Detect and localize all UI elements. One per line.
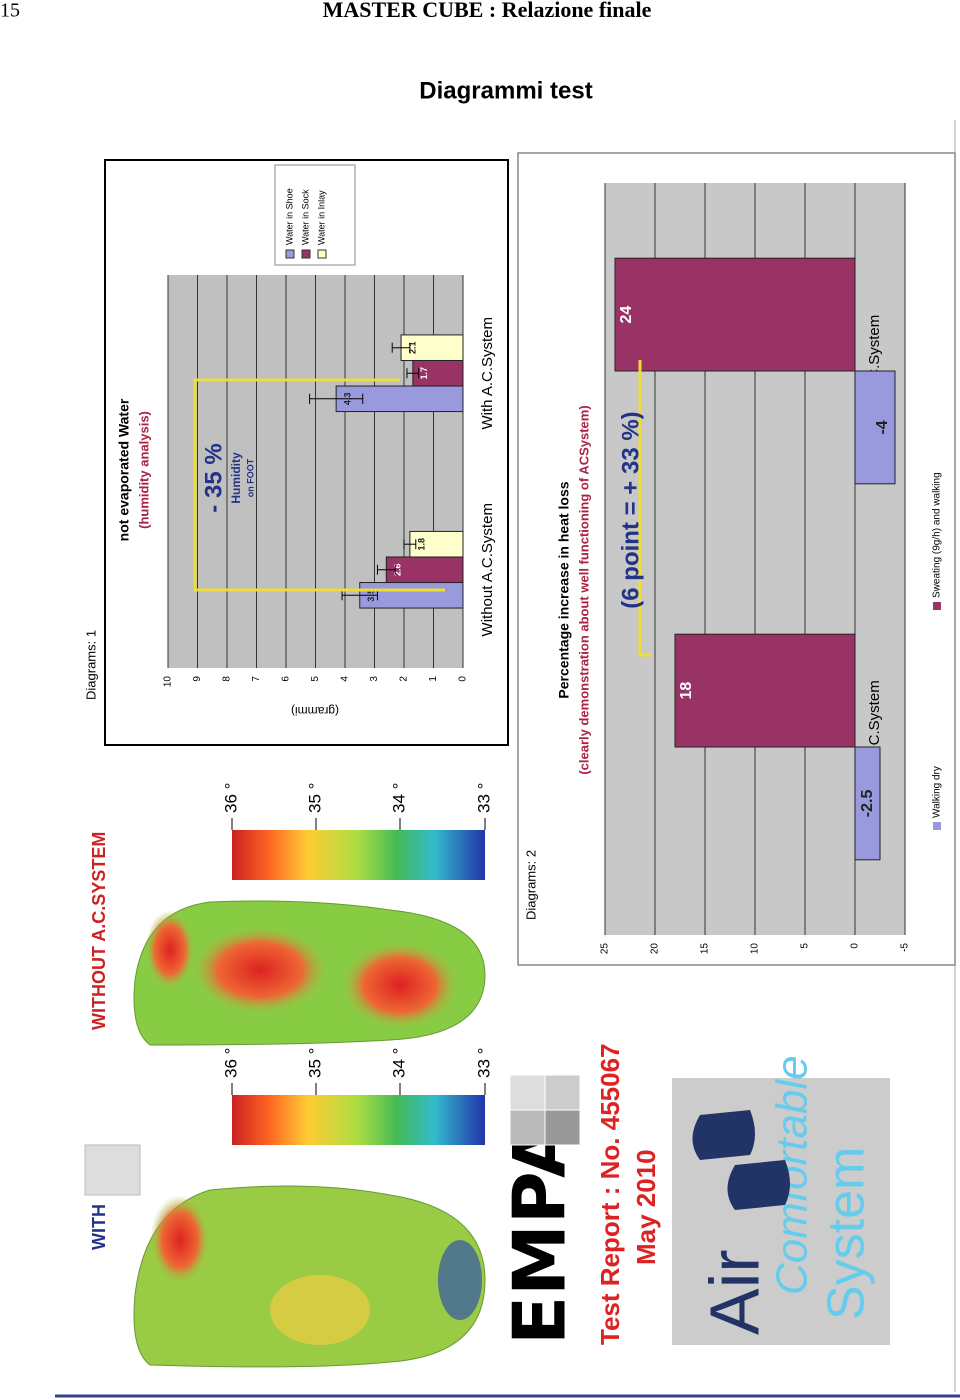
without-label: WITHOUT A.C.SYSTEM bbox=[89, 832, 109, 1030]
legend-label: Sweating (9g/h) and walking bbox=[932, 472, 943, 598]
error-bar bbox=[403, 539, 417, 550]
heat-zone bbox=[150, 1195, 210, 1285]
chart-label: Diagrams: 1 bbox=[83, 630, 98, 700]
y-tick-label: 20 bbox=[650, 943, 661, 955]
value-label: -4 bbox=[874, 420, 891, 434]
chart-subtitle: (humidity analysis) bbox=[136, 411, 151, 529]
error-bar bbox=[406, 368, 420, 379]
annotation-bracket bbox=[638, 360, 652, 657]
scale-label: 35 ° bbox=[305, 1048, 324, 1078]
footprint bbox=[727, 1160, 790, 1210]
scale-label: 34 ° bbox=[389, 783, 408, 813]
legend-swatch bbox=[317, 249, 327, 259]
bar bbox=[614, 257, 856, 372]
y-tick-label: 7 bbox=[251, 676, 262, 682]
report-number: Test Report : No. 455067 bbox=[595, 1043, 625, 1345]
y-tick-label: 0 bbox=[458, 676, 469, 682]
with-label: WITH bbox=[89, 1204, 109, 1250]
scale-label: 34 ° bbox=[389, 1048, 408, 1078]
y-tick-label: 9 bbox=[192, 676, 203, 682]
footprint bbox=[692, 1110, 755, 1160]
y-tick-label: -5 bbox=[900, 943, 911, 952]
lab-name: EMPA bbox=[498, 1122, 582, 1345]
x-tick-label: Without A.C.System bbox=[479, 503, 496, 636]
cube-logo bbox=[509, 1074, 581, 1146]
chart-subtitle: (clearly demonstration about well functi… bbox=[576, 405, 591, 774]
y-tick-label: 0 bbox=[850, 943, 861, 949]
legend-label: Water in Sock bbox=[300, 189, 310, 245]
value-label: 18 bbox=[678, 682, 695, 700]
page-title: MASTER CUBE : Relazione finale bbox=[323, 0, 652, 22]
error-bar bbox=[309, 393, 364, 404]
heat-zone bbox=[190, 925, 330, 1015]
y-tick-label: 8 bbox=[222, 676, 233, 682]
heat-zone bbox=[340, 940, 460, 1030]
annotation: on FOOT bbox=[245, 458, 255, 497]
value-label: -2.5 bbox=[859, 790, 876, 818]
y-tick-label: 15 bbox=[700, 943, 711, 955]
y-tick-label: 5 bbox=[800, 943, 811, 949]
annotation: Humidity bbox=[229, 452, 243, 504]
cool-zone bbox=[438, 1240, 482, 1320]
value-label: 24 bbox=[618, 306, 635, 324]
value-label: 1.8 bbox=[416, 538, 426, 551]
value-label: 2.6 bbox=[393, 563, 403, 576]
y-tick-label: 4 bbox=[340, 676, 351, 682]
error-bar bbox=[376, 564, 396, 575]
y-axis-label: (grammi) bbox=[291, 704, 339, 718]
error-bar bbox=[341, 590, 378, 601]
legend-box bbox=[274, 164, 356, 266]
y-tick-label: 6 bbox=[281, 676, 292, 682]
x-tick-label: With A.C.System bbox=[479, 317, 496, 430]
y-tick-label: 3 bbox=[369, 676, 380, 682]
legend-label: Walking dry bbox=[932, 766, 943, 818]
chart-label: Diagrams: 2 bbox=[523, 850, 538, 920]
scale-label: 36 ° bbox=[221, 783, 240, 813]
color-scale bbox=[232, 830, 485, 880]
page-number: 15 bbox=[0, 0, 20, 22]
y-tick-label: 10 bbox=[750, 943, 761, 955]
scale-label: 33 ° bbox=[474, 1048, 493, 1078]
y-tick-label: 2 bbox=[399, 676, 410, 682]
value-label: 2.1 bbox=[407, 341, 417, 354]
logo-line: System bbox=[818, 1147, 876, 1320]
chart-title: not evaporated Water bbox=[116, 398, 132, 541]
y-tick-label: 25 bbox=[600, 943, 611, 955]
y-tick-label: 10 bbox=[163, 676, 174, 688]
scale-label: 35 ° bbox=[305, 783, 324, 813]
legend-swatch bbox=[301, 249, 311, 259]
report-date: May 2010 bbox=[631, 1149, 661, 1265]
annotation: - 35 % bbox=[200, 443, 227, 512]
scale-label: 36 ° bbox=[221, 1048, 240, 1078]
annotation-bracket bbox=[193, 378, 445, 592]
legend-label: Water in Shoe bbox=[284, 188, 294, 245]
error-bar bbox=[391, 342, 411, 353]
legend-swatch bbox=[933, 602, 941, 610]
small-logo bbox=[84, 1144, 141, 1196]
heat-zone bbox=[145, 910, 195, 990]
scale-label: 33 ° bbox=[474, 783, 493, 813]
value-label: 1.7 bbox=[419, 367, 429, 380]
bar bbox=[854, 746, 881, 861]
bar bbox=[674, 633, 856, 748]
rotated-figure: WITHOUT A.C.SYSTEM WITH EMPA Test Report… bbox=[83, 152, 956, 1368]
warm-zone bbox=[270, 1275, 370, 1345]
color-scale bbox=[232, 1095, 485, 1145]
y-tick-label: 5 bbox=[310, 676, 321, 682]
logo-line: Air bbox=[695, 1249, 773, 1335]
legend-swatch bbox=[933, 822, 941, 830]
legend-label: Water in Inlay bbox=[316, 190, 326, 245]
bar bbox=[854, 370, 896, 485]
annotation: (6 point = + 33 %) bbox=[617, 411, 644, 608]
heading: Diagrammi test bbox=[419, 77, 592, 104]
chart-title: Percentage increase in heat loss bbox=[556, 481, 572, 698]
legend-swatch bbox=[285, 249, 295, 259]
y-tick-label: 1 bbox=[428, 676, 439, 682]
